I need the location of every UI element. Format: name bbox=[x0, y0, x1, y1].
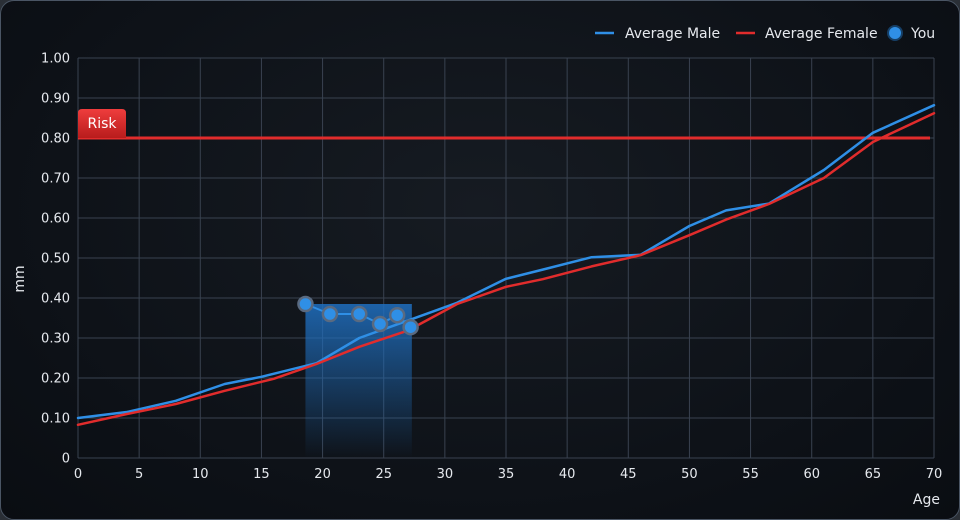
x-tick-label: 35 bbox=[498, 467, 515, 482]
y-tick-label: 0.90 bbox=[41, 92, 70, 107]
y-tick-label: 0.10 bbox=[41, 412, 70, 427]
legend-label-you: You bbox=[910, 26, 935, 42]
you-point bbox=[388, 306, 406, 324]
you-highlight-area bbox=[305, 304, 412, 458]
risk-badge bbox=[78, 109, 126, 138]
you-point bbox=[371, 315, 389, 333]
y-tick-label: 0.30 bbox=[41, 332, 70, 347]
x-tick-label: 25 bbox=[375, 467, 392, 482]
y-tick-label: 0 bbox=[62, 452, 70, 467]
x-tick-label: 15 bbox=[253, 467, 270, 482]
you-point bbox=[402, 318, 419, 336]
x-tick-label: 20 bbox=[314, 467, 331, 482]
y-tick-label: 1.00 bbox=[41, 52, 70, 67]
legend-label-average-female: Average Female bbox=[765, 26, 878, 42]
legend-marker-you bbox=[887, 25, 903, 41]
x-tick-label: 50 bbox=[681, 467, 698, 482]
risk-label: Risk bbox=[87, 116, 117, 132]
x-tick-label: 70 bbox=[926, 467, 943, 482]
x-tick-label: 10 bbox=[192, 467, 209, 482]
legend-label-average-male: Average Male bbox=[625, 26, 720, 42]
x-tick-label: 30 bbox=[437, 467, 454, 482]
x-tick-label: 0 bbox=[74, 467, 82, 482]
y-tick-label: 0.50 bbox=[41, 252, 70, 267]
y-tick-label: 0.70 bbox=[41, 172, 70, 187]
y-axis-title: mm bbox=[12, 265, 28, 292]
y-tick-label: 0.20 bbox=[41, 372, 70, 387]
x-tick-label: 45 bbox=[620, 467, 637, 482]
axes: 0 0.10 0.20 0.30 0.40 0.50 0.60 0.70 0.80 0.90 1.0… bbox=[41, 52, 942, 483]
you-points bbox=[297, 295, 419, 336]
series-line-average-female bbox=[76, 111, 936, 427]
x-axis-title: Age bbox=[913, 492, 940, 508]
you-point bbox=[321, 305, 339, 323]
x-tick-label: 5 bbox=[135, 467, 143, 482]
you-point bbox=[351, 305, 368, 323]
y-tick-label: 0.60 bbox=[41, 212, 70, 227]
x-tick-label: 60 bbox=[803, 467, 820, 482]
y-tick-label: 0.80 bbox=[41, 132, 70, 147]
y-tick-label: 0.40 bbox=[41, 292, 70, 307]
x-tick-label: 65 bbox=[865, 467, 882, 482]
you-range-band bbox=[305, 304, 412, 458]
risk-threshold: Risk bbox=[78, 109, 930, 140]
you-point bbox=[297, 295, 314, 313]
x-tick-label: 55 bbox=[742, 467, 759, 482]
x-tick-label: 40 bbox=[559, 467, 576, 482]
grid bbox=[77, 57, 935, 459]
legend: Average Male Average Female You bbox=[595, 25, 935, 42]
